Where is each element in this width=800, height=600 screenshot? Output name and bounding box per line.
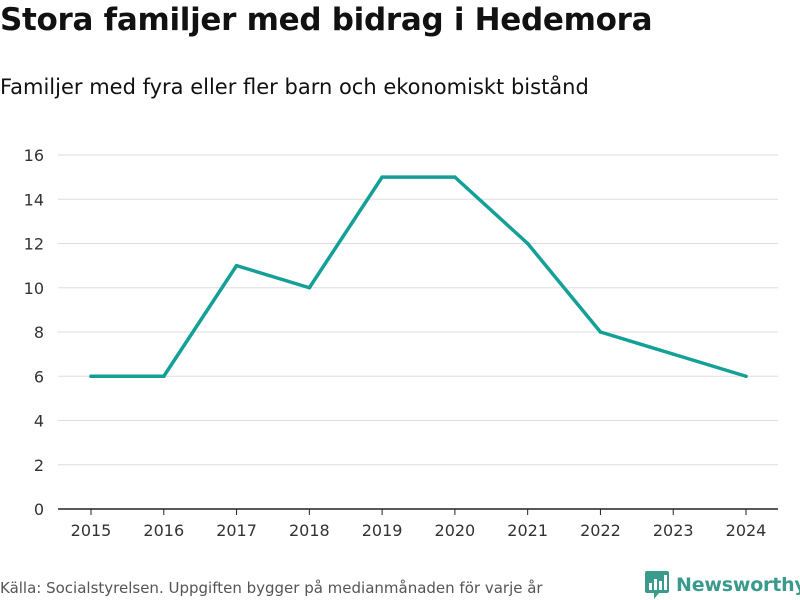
y-tick-label: 16 — [24, 146, 44, 165]
y-tick-label: 6 — [34, 367, 44, 386]
x-tick-label: 2020 — [435, 521, 476, 540]
x-tick-label: 2017 — [216, 521, 257, 540]
x-tick-label: 2021 — [507, 521, 548, 540]
data-point — [380, 175, 384, 179]
newsworthy-chart-icon — [645, 571, 669, 599]
y-tick-label: 8 — [34, 323, 44, 342]
x-tick-label: 2024 — [726, 521, 767, 540]
data-point — [525, 241, 530, 246]
y-tick-label: 0 — [34, 500, 44, 519]
chart-title: Stora familjer med bidrag i Hedemora — [0, 2, 653, 38]
series-line — [89, 175, 748, 378]
chart-subtitle: Familjer med fyra eller fler barn och ek… — [0, 75, 589, 99]
x-tick-label: 2015 — [71, 521, 112, 540]
x-tick-label: 2022 — [580, 521, 621, 540]
data-point — [234, 263, 239, 268]
x-tick-label: 2023 — [653, 521, 694, 540]
y-tick-label: 10 — [24, 279, 44, 298]
newsworthy-logo: Newsworthy — [644, 570, 800, 600]
x-tick-label: 2019 — [362, 521, 403, 540]
data-point — [453, 175, 457, 179]
data-point — [89, 374, 93, 379]
y-tick-label: 2 — [34, 456, 44, 475]
data-point — [744, 374, 748, 379]
source-note: Källa: Socialstyrelsen. Uppgiften bygger… — [0, 579, 543, 597]
y-tick-label: 12 — [24, 235, 44, 254]
data-point — [307, 285, 312, 290]
y-tick-label: 14 — [24, 190, 44, 209]
brand-name: Newsworthy — [676, 574, 800, 596]
x-tick-label: 2016 — [143, 521, 184, 540]
data-point — [671, 352, 676, 356]
data-point — [161, 374, 166, 379]
data-point — [598, 330, 603, 334]
x-tick-label: 2018 — [289, 521, 330, 540]
y-tick-label: 4 — [34, 412, 44, 431]
